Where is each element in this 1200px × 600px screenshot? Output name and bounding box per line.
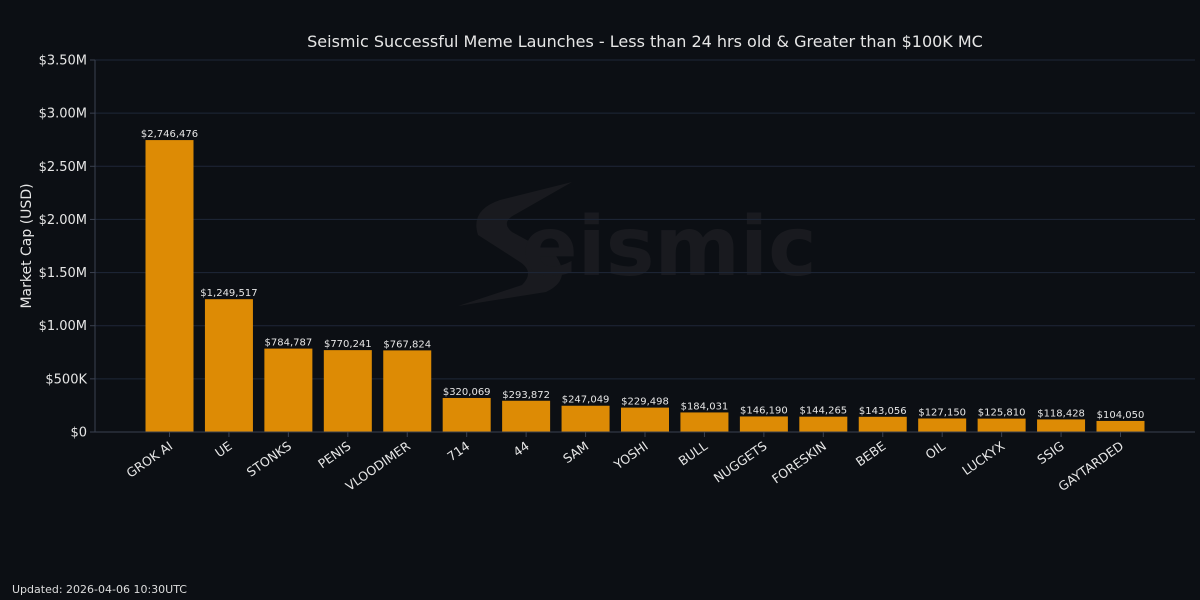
svg-text:eismic: eismic	[522, 200, 817, 295]
x-tick-label: FORESKIN	[769, 438, 829, 486]
grid-lines	[95, 59, 1195, 380]
bar-nuggets	[739, 416, 788, 432]
value-label: $2,746,476	[141, 129, 198, 140]
bar-vloodimer	[383, 350, 432, 432]
y-tick-label: $1.00M	[39, 319, 87, 334]
y-tick-label: $2.00M	[39, 213, 87, 228]
seismic-watermark-logo: eismic	[458, 182, 817, 306]
x-tick-label: SAM	[560, 438, 591, 466]
y-tick-label: $500K	[45, 372, 87, 387]
chart-title: Seismic Successful Meme Launches - Less …	[307, 32, 983, 51]
x-tick-label: 714	[444, 438, 472, 464]
value-label: $767,824	[383, 339, 431, 350]
x-tick-label: NUGGETS	[711, 438, 770, 486]
x-tick-label: UE	[212, 438, 235, 460]
bar-bebe	[858, 416, 907, 432]
x-tick-label: LUCKYX	[959, 438, 1007, 478]
value-label: $247,049	[562, 395, 610, 406]
x-tick-label: PENIS	[315, 438, 353, 471]
bar-foreskin	[799, 416, 848, 432]
value-label: $320,069	[443, 387, 491, 398]
bar-714	[442, 397, 491, 432]
x-tick-label: OIL	[923, 438, 948, 462]
bar-oil	[918, 418, 967, 432]
bar-bull	[680, 412, 729, 432]
bar-penis	[323, 350, 372, 432]
value-label: $770,241	[324, 339, 372, 350]
y-axis-label: Market Cap (USD)	[19, 183, 35, 308]
value-label: $146,190	[740, 405, 788, 416]
value-label: $184,031	[681, 401, 729, 412]
x-tick-label: BEBE	[853, 438, 889, 469]
bar-ssig	[1037, 419, 1086, 432]
value-label: $293,872	[502, 390, 550, 401]
value-label: $118,428	[1037, 408, 1085, 419]
x-tick-label: SSIG	[1034, 438, 1067, 467]
bars	[145, 140, 1145, 432]
y-tick-label: $3.00M	[39, 107, 87, 122]
y-tick-label: $3.50M	[39, 54, 87, 69]
value-label: $1,249,517	[200, 288, 257, 299]
x-tick-label: VLOODIMER	[343, 438, 414, 494]
value-label: $104,050	[1097, 410, 1145, 421]
value-label: $143,056	[859, 406, 907, 417]
x-tick-label: GROK AI	[124, 438, 176, 480]
value-label: $127,150	[918, 407, 966, 418]
bar-luckyx	[977, 418, 1026, 432]
x-tick-label: GAYTARDED	[1055, 438, 1126, 494]
bar-gaytarded	[1096, 420, 1145, 432]
y-tick-label: $1.50M	[39, 266, 87, 281]
bar-ue	[204, 299, 253, 432]
bar-stonks	[264, 348, 313, 432]
value-label: $784,787	[265, 338, 313, 349]
value-label: $229,498	[621, 397, 669, 408]
bar-grok-ai	[145, 140, 194, 432]
bar-yoshi	[621, 407, 669, 432]
y-tick-label: $2.50M	[39, 160, 87, 175]
y-tick-labels: $0 $500K $1.00M $1.50M $2.00M $2.50M $3.00M $3.…	[39, 54, 95, 441]
y-tick-label: $0	[70, 426, 87, 441]
x-tick-label: STONKS	[244, 438, 294, 480]
bar-sam	[561, 405, 610, 432]
bar-44	[502, 400, 551, 432]
x-tick-label: BULL	[676, 438, 711, 468]
value-label: $125,810	[978, 408, 1026, 419]
value-label: $144,265	[799, 406, 847, 417]
x-tick-label: YOSHI	[610, 438, 650, 473]
x-tick-label: 44	[510, 438, 532, 459]
value-labels: $2,746,476 $1,249,517 $784,787 $770,241 $767…	[141, 129, 1144, 421]
updated-timestamp: Updated: 2026-04-06 10:30UTC	[12, 583, 187, 596]
